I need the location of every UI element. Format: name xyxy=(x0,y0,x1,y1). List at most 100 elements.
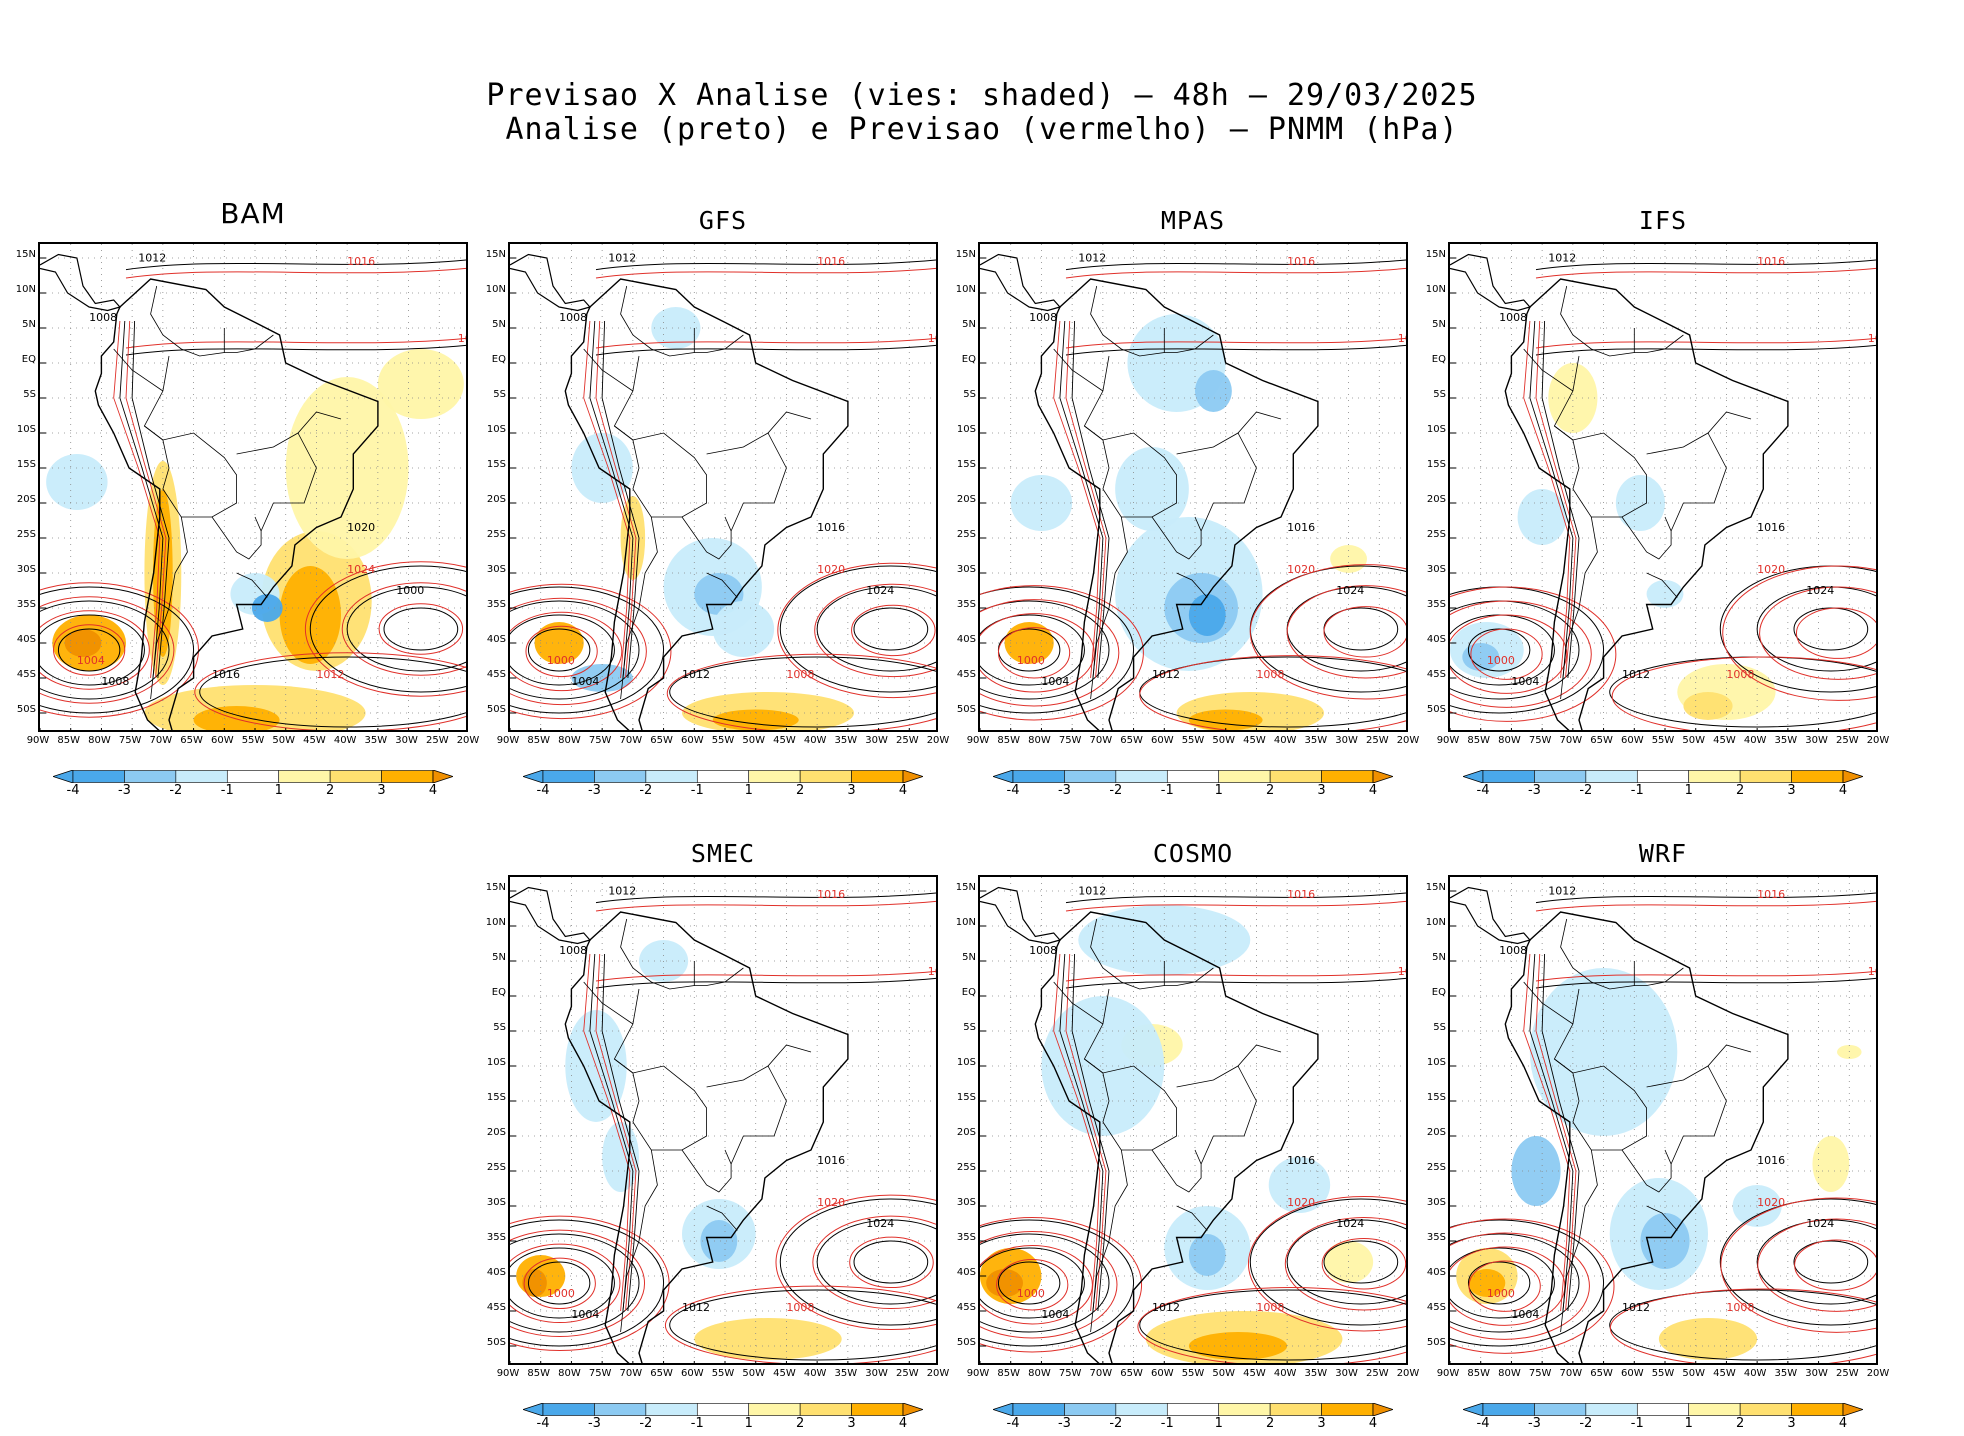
country-border xyxy=(1090,488,1128,700)
colorbar-segment xyxy=(1585,1403,1638,1416)
country-border xyxy=(706,1044,812,1088)
colorbar-segment xyxy=(72,770,125,783)
colorbar-min-arrow xyxy=(51,769,74,784)
isobar-analysis xyxy=(980,1219,1135,1347)
country-border xyxy=(1083,355,1177,518)
latitude-label: 25S xyxy=(1426,1162,1446,1173)
coastline-central-america xyxy=(1450,886,1531,945)
isobar-label: 1024 xyxy=(866,1217,894,1230)
bias-shading xyxy=(1115,447,1189,531)
colorbar-segment xyxy=(1218,770,1271,783)
latitude-label: 15N xyxy=(955,249,976,260)
country-border xyxy=(1151,1149,1202,1193)
colorbar-segment xyxy=(748,770,801,783)
isobar-zonal xyxy=(595,970,936,982)
colorbar-segment xyxy=(381,770,434,783)
isobar-analysis xyxy=(997,1261,1061,1305)
longitude-label: 50W xyxy=(742,735,766,746)
longitude-label: 50W xyxy=(1682,1368,1706,1379)
colorbar-label: -4 xyxy=(536,783,550,798)
isobar-zonal xyxy=(595,337,936,349)
longitude-label: 40W xyxy=(1273,735,1297,746)
country-border xyxy=(1176,572,1208,598)
colorbar-label: -3 xyxy=(1057,783,1071,798)
isobar-label: 1012 xyxy=(928,332,938,345)
colorbar-segment xyxy=(645,1403,698,1416)
latitude-label: 30S xyxy=(1426,1197,1446,1208)
isobar-analysis xyxy=(1719,1198,1876,1326)
isobar-label: 1016 xyxy=(1757,888,1785,901)
isobar-label: 1012 xyxy=(1152,1301,1180,1314)
longitude-label: 50W xyxy=(742,1368,766,1379)
longitude-label: 45W xyxy=(773,1368,796,1379)
isobar-analysis xyxy=(40,586,195,714)
map-canvas: 1012 1016 1008 1012 1016 1020 1024 1000 1004 1008… xyxy=(1450,877,1876,1363)
colorbar-segment xyxy=(1585,770,1638,783)
longitude-label: 25W xyxy=(1365,735,1389,746)
isobar-label: 1012 xyxy=(1398,332,1408,345)
longitude-label: 80W xyxy=(1028,735,1051,746)
colorbar-max-arrow xyxy=(902,1402,925,1417)
isobar-zonal xyxy=(125,337,466,349)
country-border xyxy=(1084,1058,1110,1123)
isobar-forecast xyxy=(1321,1238,1406,1290)
coastline-central-america xyxy=(40,253,121,312)
isobar-label: 1008 xyxy=(1499,311,1527,324)
latitude-label: 30S xyxy=(16,564,36,575)
country-border xyxy=(1176,1044,1282,1088)
isobar-label: 1020 xyxy=(1287,563,1315,576)
longitude-label: 25W xyxy=(1365,1368,1389,1379)
longitude-label: 65W xyxy=(1120,735,1143,746)
country-border xyxy=(614,1058,640,1123)
map-canvas: 1012 1016 1008 1012 1016 1020 1024 1000 1004 1008… xyxy=(980,244,1408,730)
longitude-label: 55W xyxy=(711,735,735,746)
colorbar-label: 1 xyxy=(744,783,753,798)
colorbar-label: 2 xyxy=(796,1416,805,1431)
colorbar-min-arrow xyxy=(991,1402,1014,1417)
latitude-label: 25S xyxy=(1426,529,1446,540)
isobar-label: 1000 xyxy=(547,1287,575,1300)
isobar-label: 1012 xyxy=(1622,668,1650,681)
isobar-forecast xyxy=(510,1229,646,1338)
country-border xyxy=(730,1065,787,1165)
longitude-label: 45W xyxy=(303,735,326,746)
isobar-forecast xyxy=(666,653,936,730)
longitude-label: 75W xyxy=(588,735,612,746)
map-panel-gfs: 1012 1016 1008 1012 1016 1020 1024 1000 1004 1008… xyxy=(508,242,938,732)
latitude-label: 10S xyxy=(1426,424,1446,435)
coastline-central-america xyxy=(1450,253,1531,312)
isobar-analysis xyxy=(510,614,615,686)
map-panel-smec: 1012 1016 1008 1012 1016 1020 1024 1000 1004 1008… xyxy=(508,875,938,1365)
longitude-label: 40W xyxy=(803,1368,827,1379)
bias-shading xyxy=(1004,622,1054,664)
longitude-label: 75W xyxy=(588,1368,612,1379)
isobar-forecast xyxy=(1722,565,1876,701)
longitude-label: 90W xyxy=(966,1368,990,1379)
isobar-label: 1008 xyxy=(559,311,587,324)
isobar-label: 1016 xyxy=(212,668,240,681)
isobar-label: 1004 xyxy=(571,1308,599,1321)
latitude-label: 40S xyxy=(486,1267,506,1278)
isobar-analysis xyxy=(980,1233,1110,1333)
isobar-forecast xyxy=(510,1243,621,1324)
latitude-label: 10S xyxy=(956,1057,976,1068)
country-border xyxy=(236,572,268,598)
panel-title: SMEC xyxy=(690,839,756,868)
isobar-label: 1012 xyxy=(1622,1301,1650,1314)
isobar-forecast xyxy=(980,1245,1093,1325)
isobar-forecast xyxy=(997,627,1071,679)
latitude-label: 45S xyxy=(486,1302,506,1313)
colorbar-segment xyxy=(329,770,382,783)
colorbar-label: -2 xyxy=(639,1416,653,1431)
isobar-label: 1016 xyxy=(817,255,845,268)
map-panel-ifs: 1012 1016 1008 1012 1016 1020 1024 1000 1004 1008… xyxy=(1448,242,1878,732)
bias-shading xyxy=(1548,363,1598,433)
colorbar-segment xyxy=(1218,1403,1271,1416)
longitude-label: 85W xyxy=(997,735,1021,746)
isobar-analysis xyxy=(510,1233,640,1333)
latitude-label: 5S xyxy=(963,1022,976,1033)
longitude-label: 65W xyxy=(1590,1368,1613,1379)
longitude-label: 35W xyxy=(1774,735,1798,746)
country-border xyxy=(1670,1065,1727,1165)
isobar-zonal xyxy=(595,259,936,271)
